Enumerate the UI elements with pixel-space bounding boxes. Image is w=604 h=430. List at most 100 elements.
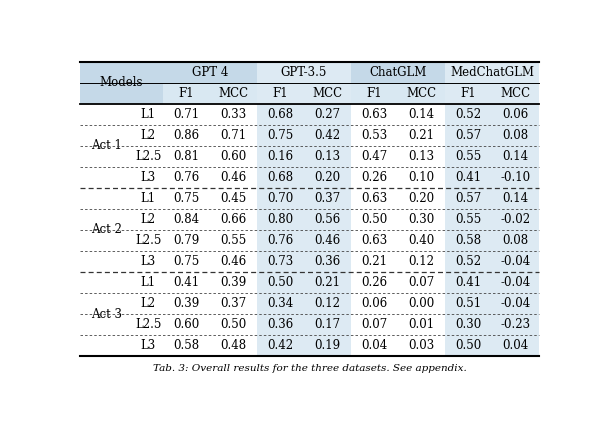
Bar xyxy=(304,104,351,125)
Bar xyxy=(210,209,257,230)
Text: 0.20: 0.20 xyxy=(408,192,434,205)
Text: 0.21: 0.21 xyxy=(361,255,388,268)
Bar xyxy=(492,293,539,314)
Text: 0.30: 0.30 xyxy=(408,213,435,226)
Bar xyxy=(80,61,163,104)
Text: 0.42: 0.42 xyxy=(268,339,294,352)
Bar xyxy=(163,314,210,335)
Text: Tab. 3: Overall results for the three datasets. See appendix.: Tab. 3: Overall results for the three da… xyxy=(153,365,466,374)
Text: 0.50: 0.50 xyxy=(220,318,246,331)
Bar xyxy=(210,104,257,125)
Bar xyxy=(257,293,304,314)
Bar xyxy=(80,272,133,356)
Bar xyxy=(163,83,210,104)
Bar xyxy=(398,167,445,188)
Text: 0.75: 0.75 xyxy=(173,192,200,205)
Text: L3: L3 xyxy=(141,171,156,184)
Text: Act 2: Act 2 xyxy=(91,224,122,236)
Bar xyxy=(210,335,257,356)
Bar xyxy=(351,230,398,251)
Bar xyxy=(398,104,445,125)
Text: F1: F1 xyxy=(367,86,382,100)
Bar xyxy=(210,272,257,293)
Text: 0.80: 0.80 xyxy=(268,213,294,226)
Bar xyxy=(133,188,163,209)
Text: L1: L1 xyxy=(141,276,156,289)
Text: MedChatGLM: MedChatGLM xyxy=(450,65,534,79)
Text: 0.71: 0.71 xyxy=(220,129,246,142)
Text: L2: L2 xyxy=(141,129,156,142)
Text: L1: L1 xyxy=(141,108,156,121)
Bar xyxy=(304,188,351,209)
Text: 0.41: 0.41 xyxy=(455,276,481,289)
Text: Act 3: Act 3 xyxy=(91,307,122,321)
Bar xyxy=(492,272,539,293)
Bar xyxy=(257,83,304,104)
Bar xyxy=(210,314,257,335)
Text: 0.04: 0.04 xyxy=(361,339,388,352)
Text: F1: F1 xyxy=(273,86,288,100)
Bar xyxy=(492,104,539,125)
Text: 0.20: 0.20 xyxy=(315,171,341,184)
Bar xyxy=(304,335,351,356)
Bar xyxy=(133,230,163,251)
Bar xyxy=(210,293,257,314)
Text: 0.06: 0.06 xyxy=(503,108,528,121)
Bar xyxy=(257,230,304,251)
Text: 0.37: 0.37 xyxy=(315,192,341,205)
Text: 0.07: 0.07 xyxy=(361,318,388,331)
Text: Act 1: Act 1 xyxy=(91,139,122,152)
Text: 0.36: 0.36 xyxy=(315,255,341,268)
Bar xyxy=(257,314,304,335)
Bar xyxy=(163,335,210,356)
Bar xyxy=(80,104,133,188)
Bar xyxy=(163,104,210,125)
Text: 0.03: 0.03 xyxy=(408,339,435,352)
Text: 0.60: 0.60 xyxy=(173,318,200,331)
Text: 0.57: 0.57 xyxy=(455,129,481,142)
Text: L2.5: L2.5 xyxy=(135,234,161,247)
Bar xyxy=(304,167,351,188)
Text: 0.41: 0.41 xyxy=(173,276,200,289)
Text: 0.52: 0.52 xyxy=(455,255,481,268)
Text: L2: L2 xyxy=(141,297,156,310)
Text: ChatGLM: ChatGLM xyxy=(369,65,426,79)
Text: 0.27: 0.27 xyxy=(315,108,341,121)
Bar xyxy=(351,125,398,146)
Text: 0.08: 0.08 xyxy=(503,129,528,142)
Bar xyxy=(445,272,492,293)
Text: 0.12: 0.12 xyxy=(408,255,434,268)
Text: 0.40: 0.40 xyxy=(408,234,435,247)
Text: L2.5: L2.5 xyxy=(135,318,161,331)
Bar xyxy=(492,335,539,356)
Bar xyxy=(257,272,304,293)
Bar xyxy=(304,314,351,335)
Text: 0.33: 0.33 xyxy=(220,108,246,121)
Bar xyxy=(304,146,351,167)
Text: 0.12: 0.12 xyxy=(315,297,341,310)
Text: 0.45: 0.45 xyxy=(220,192,246,205)
Bar xyxy=(492,125,539,146)
Bar xyxy=(445,83,492,104)
Text: 0.68: 0.68 xyxy=(268,108,294,121)
Bar xyxy=(133,146,163,167)
Bar xyxy=(210,125,257,146)
Bar xyxy=(163,209,210,230)
Text: 0.71: 0.71 xyxy=(173,108,200,121)
Bar xyxy=(445,335,492,356)
Text: GPT-3.5: GPT-3.5 xyxy=(281,65,327,79)
Bar xyxy=(351,146,398,167)
Text: 0.06: 0.06 xyxy=(361,297,388,310)
Text: 0.46: 0.46 xyxy=(220,255,246,268)
Bar xyxy=(398,83,445,104)
Bar xyxy=(133,209,163,230)
Text: 0.46: 0.46 xyxy=(220,171,246,184)
Text: 0.26: 0.26 xyxy=(361,276,388,289)
Bar xyxy=(257,167,304,188)
Text: 0.50: 0.50 xyxy=(268,276,294,289)
Text: 0.76: 0.76 xyxy=(173,171,200,184)
Bar xyxy=(398,314,445,335)
Text: 0.53: 0.53 xyxy=(361,129,388,142)
Text: 0.75: 0.75 xyxy=(268,129,294,142)
Bar xyxy=(445,125,492,146)
